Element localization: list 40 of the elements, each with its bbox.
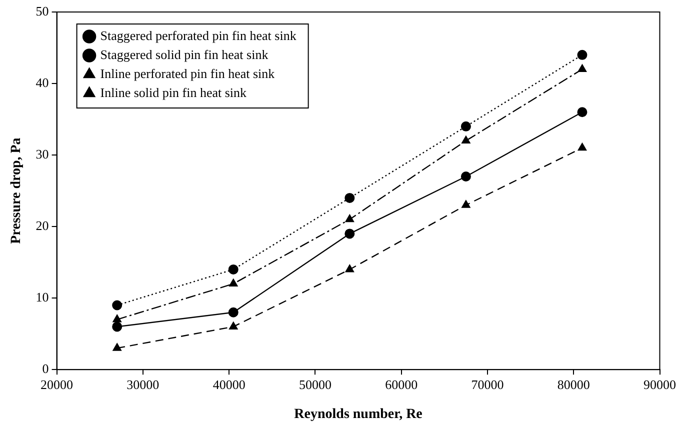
x-tick-label: 30000 <box>126 376 160 392</box>
y-tick-label: 10 <box>36 290 49 304</box>
legend-label: Inline solid pin fin heat sink <box>100 84 248 100</box>
point <box>228 307 238 318</box>
point <box>344 192 355 203</box>
y-tick-label: 50 <box>36 3 49 18</box>
point <box>577 50 588 60</box>
point <box>460 171 471 182</box>
legend-label: Staggered solid pin fin heat sink <box>100 46 269 62</box>
point <box>344 228 355 239</box>
point <box>345 214 354 222</box>
y-tick-label: 0 <box>42 361 49 376</box>
point <box>578 64 587 72</box>
x-tick-label: 70000 <box>471 376 504 392</box>
point <box>462 136 470 144</box>
point <box>460 121 471 132</box>
point <box>228 278 238 287</box>
x-tick-label: 40000 <box>212 376 246 392</box>
point <box>228 264 238 274</box>
y-axis-title: Pressure drop, Pa <box>9 138 24 244</box>
x-tick-label: 90000 <box>644 376 676 392</box>
y-tick-label: 40 <box>36 74 49 90</box>
point <box>112 343 122 351</box>
point <box>462 200 470 208</box>
point <box>112 322 122 332</box>
point <box>228 322 238 330</box>
legend-label: Staggered perforated pin fin heat sink <box>100 28 297 43</box>
x-tick-label: 80000 <box>557 376 590 392</box>
y-tick-label: 30 <box>36 146 49 162</box>
legend-label: Inline perforated pin fin heat sink <box>100 66 276 81</box>
point <box>112 300 122 310</box>
x-tick-label: 60000 <box>385 376 418 392</box>
x-tick-label: 20000 <box>40 376 74 392</box>
point <box>578 142 587 151</box>
y-tick-label: 20 <box>36 218 49 233</box>
x-axis-title: Reynolds number, Re <box>294 407 422 422</box>
x-tick-label: 50000 <box>298 376 332 392</box>
point <box>345 264 354 272</box>
point <box>577 107 588 118</box>
point <box>112 314 122 322</box>
